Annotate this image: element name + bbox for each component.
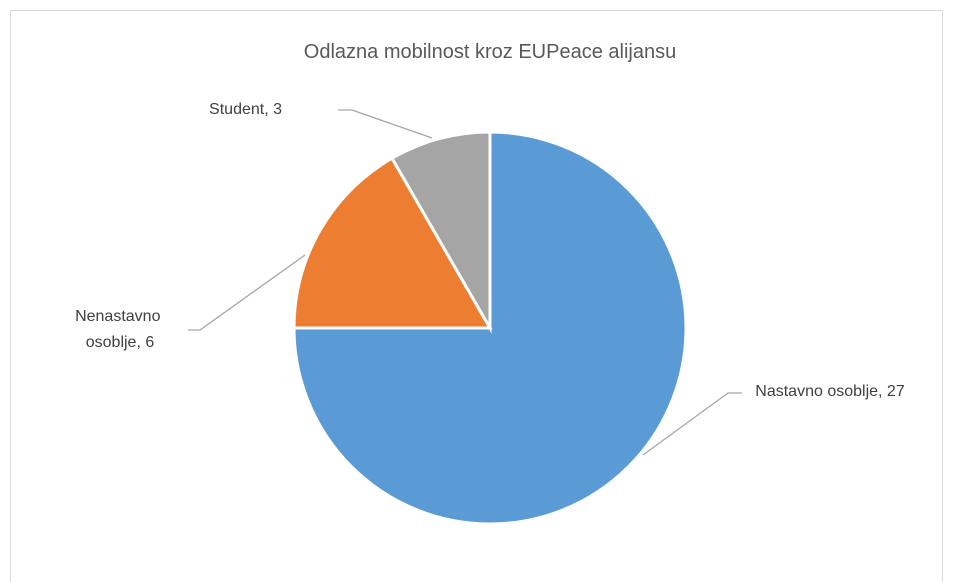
pie-slice — [292, 156, 493, 330]
chart-title: Odlazna mobilnost kroz EUPeace alijansu — [304, 41, 676, 63]
data-label: Nastavno osoblje, 27 — [755, 383, 905, 400]
leader-line — [642, 392, 742, 456]
data-label: Nenastavno osoblje, 6 — [75, 308, 165, 351]
leader-line — [188, 254, 306, 331]
pie-slice — [292, 130, 688, 526]
data-label: Student, 3 — [209, 101, 282, 118]
pie-slice — [389, 130, 492, 334]
leader-line — [338, 109, 433, 139]
